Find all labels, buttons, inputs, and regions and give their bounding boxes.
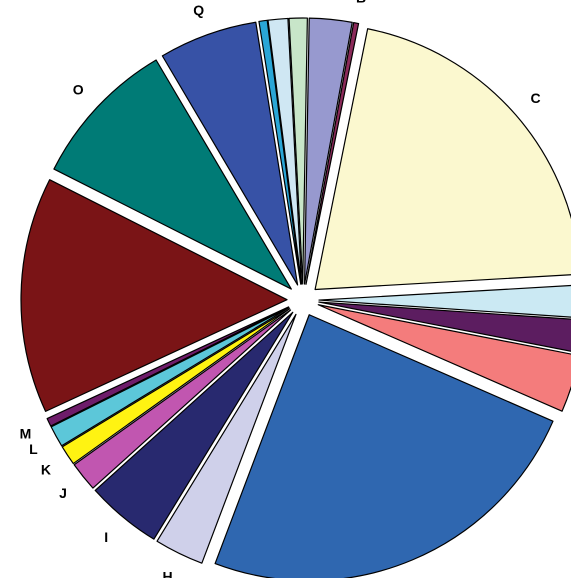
- pie-slice-unlabeled-4: [318, 301, 571, 352]
- pie-slice-l: [50, 307, 290, 447]
- pie-slice-h: [156, 313, 297, 564]
- pie-slice-o: [53, 59, 292, 290]
- pie-slice-n: [20, 179, 288, 412]
- pie-slice-b: [305, 21, 360, 285]
- pie-slice-a: [303, 17, 353, 285]
- pie-slice-k: [61, 308, 291, 465]
- pie-label-c: C: [531, 90, 541, 106]
- pie-label-b: B: [356, 0, 366, 6]
- pie-label-i: I: [104, 529, 108, 545]
- pie-slice-c: [314, 28, 571, 291]
- pie-slice-q: [161, 21, 299, 286]
- pie-label-l: L: [29, 441, 38, 457]
- pie-slice-m: [46, 306, 290, 427]
- pie-label-q: Q: [193, 2, 204, 18]
- pie-label-j: J: [59, 485, 67, 501]
- pie-slice-j: [73, 309, 292, 489]
- pie-label-h: H: [162, 569, 172, 578]
- pie-label-g: G: [417, 576, 428, 578]
- pie-slice-s: [267, 17, 303, 285]
- pie-label-m: M: [20, 426, 32, 442]
- pie-label-r: R: [254, 0, 264, 3]
- pie-slice-unlabeled-5: [317, 304, 571, 412]
- pie-slice-i: [94, 311, 294, 540]
- pie-label-a: A: [328, 0, 338, 2]
- pie-slice-unlabeled-3: [318, 284, 571, 318]
- pie-slice-g: [214, 314, 554, 578]
- pie-label-k: K: [41, 462, 51, 478]
- pie-label-s: S: [271, 0, 280, 1]
- pie-slice-00: [288, 17, 308, 285]
- pie-slices: [20, 17, 571, 578]
- pie-labels: ABCGHIJKLMNOQRS00: [0, 0, 541, 578]
- pie-label-o: O: [73, 81, 84, 97]
- pie-slice-r: [258, 19, 302, 285]
